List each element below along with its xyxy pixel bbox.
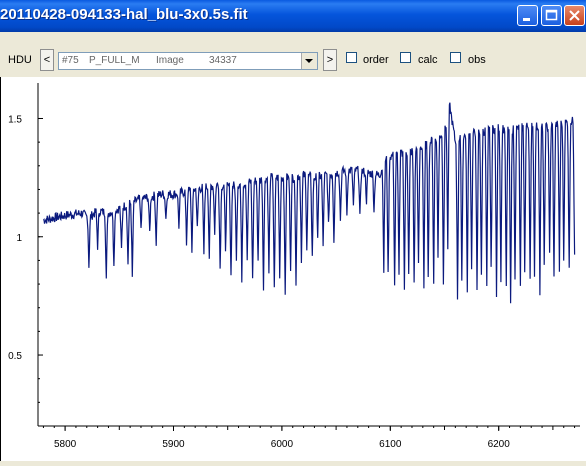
hdu-label: HDU [8, 54, 32, 66]
x-tick-label: 6100 [379, 439, 402, 450]
maximize-button[interactable] [541, 5, 562, 26]
x-tick-label: 5800 [54, 439, 77, 450]
hdu-size: 34337 [209, 55, 237, 66]
hdu-name: P_FULL_M [89, 55, 140, 66]
x-tick-label: 6200 [488, 439, 511, 450]
hdu-select[interactable]: #75 P_FULL_M Image 34337 [58, 52, 318, 70]
hdu-toolbar: HDU < #75 P_FULL_M Image 34337 > order c… [0, 44, 586, 74]
obs-checkbox[interactable] [450, 52, 461, 63]
spectrum-series [42, 102, 576, 304]
axes: 0.5 1 1.5 5800 5900 6000 6100 6200 [8, 83, 580, 450]
calc-label: calc [418, 54, 438, 66]
calc-checkbox[interactable] [400, 52, 411, 63]
y-tick-label: 1.5 [8, 114, 22, 125]
title-bar: 20110428-094133-hal_blu-3x0.5s.fit [0, 0, 586, 32]
dropdown-button[interactable] [301, 53, 317, 69]
order-label: order [363, 54, 389, 66]
hdu-type: Image [156, 55, 184, 66]
obs-label: obs [468, 54, 486, 66]
order-checkbox[interactable] [346, 52, 357, 63]
minimize-icon [523, 18, 530, 21]
close-icon [569, 10, 580, 21]
y-tick-label: 0.5 [8, 351, 22, 362]
hdu-index: #75 [62, 55, 79, 66]
prev-hdu-button[interactable]: < [40, 49, 54, 71]
minimize-button[interactable] [517, 5, 538, 26]
maximize-icon [545, 9, 558, 21]
next-hdu-button[interactable]: > [323, 49, 337, 71]
window-title: 20110428-094133-hal_blu-3x0.5s.fit [0, 6, 248, 23]
y-tick-label: 1 [16, 233, 22, 244]
chevron-down-icon [305, 59, 313, 63]
plot-area[interactable]: 0.5 1 1.5 5800 5900 6000 6100 6200 [0, 77, 586, 461]
close-button[interactable] [564, 5, 585, 26]
x-tick-label: 6000 [271, 439, 294, 450]
spectrum-chart[interactable]: 0.5 1 1.5 5800 5900 6000 6100 6200 [0, 77, 586, 461]
spectrum-line [42, 102, 576, 304]
x-tick-label: 5900 [162, 439, 185, 450]
